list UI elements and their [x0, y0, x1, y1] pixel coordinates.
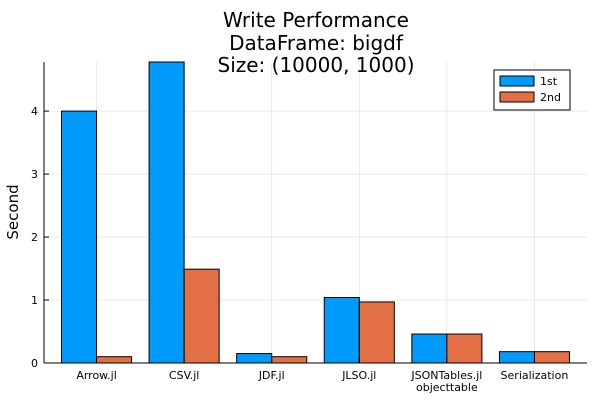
legend-swatch-1st	[499, 75, 535, 87]
bar-2nd-4	[446, 333, 483, 364]
x-tick-label: Serialization	[501, 369, 569, 382]
y-tick-label: 3	[31, 168, 38, 181]
tick-labels: 0 1 2 3 4 Arrow.jl CSV.jl JDF.jl JLSO.jl JSONTabl…	[31, 105, 568, 394]
bar-2nd-0	[96, 356, 133, 364]
x-tick-label: Arrow.jl	[76, 369, 116, 382]
grid-lines	[44, 62, 587, 364]
x-tick-label: JDF.jl	[258, 369, 285, 382]
bar-1st-5	[498, 351, 535, 364]
bar-2nd-2	[271, 356, 308, 364]
x-tick-label: CSV.jl	[169, 369, 199, 382]
bar-2nd-1	[183, 268, 220, 364]
bar-2nd-5	[533, 351, 570, 364]
chart-title-line-2: DataFrame: bigdf	[229, 31, 404, 55]
bars	[61, 61, 570, 364]
y-tick-label: 0	[31, 357, 38, 370]
bar-1st-1	[148, 61, 185, 364]
y-tick-label: 4	[31, 105, 38, 118]
y-axis-label: Second	[4, 184, 22, 239]
bar-1st-3	[323, 297, 360, 364]
chart-title-line-3: Size: (10000, 1000)	[218, 53, 415, 77]
bar-1st-0	[61, 110, 98, 364]
chart-title-line-1: Write Performance	[223, 8, 409, 32]
y-tick-label: 1	[31, 294, 38, 307]
axes	[43, 62, 587, 364]
legend-swatch-2nd	[499, 91, 535, 103]
x-tick-label: JLSO.jl	[341, 369, 376, 382]
bar-2nd-3	[358, 301, 395, 364]
bar-1st-2	[236, 353, 273, 364]
bar-1st-4	[411, 333, 448, 364]
x-tick-label: JSONTables.jl objecttable	[410, 369, 482, 394]
legend-label-2nd: 2nd	[540, 91, 561, 104]
y-tick-label: 2	[31, 231, 38, 244]
legend-label-1st: 1st	[540, 75, 558, 88]
